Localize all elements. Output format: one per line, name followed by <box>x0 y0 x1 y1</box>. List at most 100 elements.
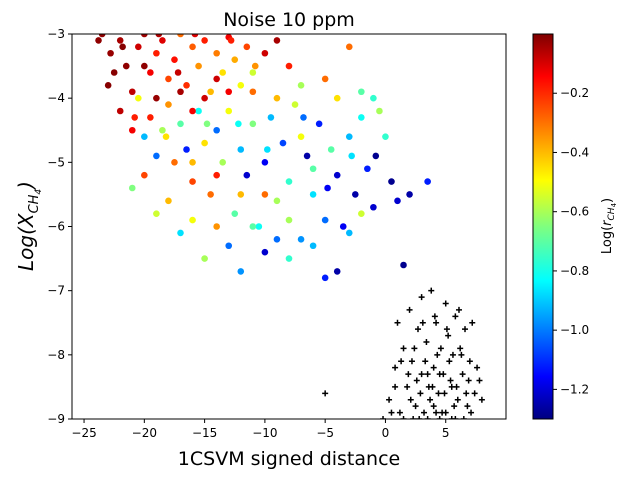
plus-marker <box>436 416 443 419</box>
scatter-point <box>191 34 199 38</box>
scatter-point <box>264 146 271 153</box>
scatter-point <box>333 268 341 275</box>
scatter-point <box>225 88 233 96</box>
scatter-point <box>231 56 239 63</box>
plus-marker <box>429 383 436 390</box>
x-axis-ticks: −25 −20 −15 −10 −5 0 5 <box>71 419 450 440</box>
plus-marker <box>452 313 459 320</box>
plus-marker <box>414 326 421 333</box>
scatter-point <box>285 62 293 70</box>
scatter-point <box>225 242 233 250</box>
scatter-point <box>251 62 259 70</box>
y-tick-label: −4 <box>47 91 65 105</box>
scatter-point <box>261 49 269 57</box>
plus-marker <box>448 383 455 390</box>
plus-marker <box>433 409 440 416</box>
scatter-point <box>128 184 136 192</box>
plus-marker <box>468 409 475 416</box>
scatter-point <box>273 197 281 205</box>
scatter-point <box>400 261 407 269</box>
colorbar-ticks: −0.2 −0.4 −0.6 −0.8 −1.0 −1.2 <box>553 86 589 396</box>
plus-marker <box>404 383 411 390</box>
scatter-point <box>297 236 305 243</box>
scatter-point <box>237 146 245 153</box>
scatter-point <box>249 223 257 230</box>
scatter-point <box>303 152 311 160</box>
plus-marker <box>322 390 329 397</box>
scatter-point <box>309 191 317 198</box>
x-tick-label: 5 <box>442 426 450 440</box>
y-axis-label-text: Log(XCH4) <box>14 181 44 271</box>
x-axis-label: 1CSVM signed distance <box>178 448 400 470</box>
scatter-point <box>261 248 269 256</box>
plus-marker <box>418 371 425 378</box>
scatter-point <box>135 43 142 51</box>
plus-marker <box>462 326 469 333</box>
scatter-point <box>219 69 226 76</box>
scatter-point <box>348 152 355 160</box>
scatter-point <box>261 159 269 166</box>
scatter-point <box>388 178 395 185</box>
scatter-point <box>201 139 208 147</box>
scatter-point <box>243 171 251 179</box>
scatter-point <box>183 146 190 153</box>
plus-marker <box>417 390 424 397</box>
x-tick-label: −10 <box>252 426 277 440</box>
scatter-point <box>237 268 245 275</box>
scatter-point <box>333 94 341 102</box>
colorbar <box>532 33 554 420</box>
scatter-point <box>249 120 257 128</box>
scatter-point <box>213 49 220 57</box>
x-tick-label: −5 <box>316 426 334 440</box>
plus-marker <box>422 358 429 365</box>
y-tick-label: −8 <box>47 348 65 362</box>
plus-marker <box>400 416 407 419</box>
plot-points <box>95 34 485 419</box>
scatter-point <box>219 159 226 166</box>
colorbar-tick-label: −0.4 <box>560 145 589 159</box>
plus-marker <box>454 396 461 403</box>
scatter-point <box>177 34 184 38</box>
plus-marker <box>474 364 481 371</box>
scatter-point <box>321 75 329 83</box>
scatter-point <box>189 216 196 224</box>
plus-marker <box>408 358 415 365</box>
plus-marker <box>396 409 403 416</box>
scatter-point <box>324 184 331 192</box>
colorbar-tick-label: −1.0 <box>560 323 589 337</box>
plus-marker <box>380 416 387 419</box>
scatter-point <box>195 62 202 70</box>
scatter-point <box>147 69 154 76</box>
scatter-point <box>189 159 196 166</box>
plus-marker <box>469 319 476 326</box>
plus-marker <box>451 403 458 410</box>
scatter-point <box>122 62 130 70</box>
scatter-point <box>291 101 299 108</box>
scatter-point <box>189 107 196 115</box>
plus-marker <box>428 287 435 294</box>
plus-marker <box>447 377 454 384</box>
scatter-point <box>261 191 269 198</box>
plus-marker <box>436 371 443 378</box>
scatter-point <box>155 34 163 38</box>
plus-marker <box>423 339 430 345</box>
scatter-point <box>177 120 184 128</box>
scatter-point <box>406 191 413 198</box>
scatter-point <box>273 94 281 102</box>
plus-marker <box>419 319 426 326</box>
scatter-point <box>177 229 184 237</box>
plus-marker <box>437 345 444 352</box>
scatter-point <box>315 120 323 128</box>
plus-marker <box>424 371 431 378</box>
scatter-point <box>345 229 353 237</box>
plus-marker <box>410 416 417 419</box>
scatter-point <box>309 242 317 250</box>
scatter-point <box>249 88 257 96</box>
plus-marker <box>386 396 393 403</box>
scatter-point <box>195 107 202 115</box>
scatter-point <box>213 75 220 83</box>
scatter-point <box>189 43 196 51</box>
scatter-point <box>171 56 178 63</box>
x-tick-label: −25 <box>71 426 96 440</box>
scatter-point <box>235 120 242 128</box>
